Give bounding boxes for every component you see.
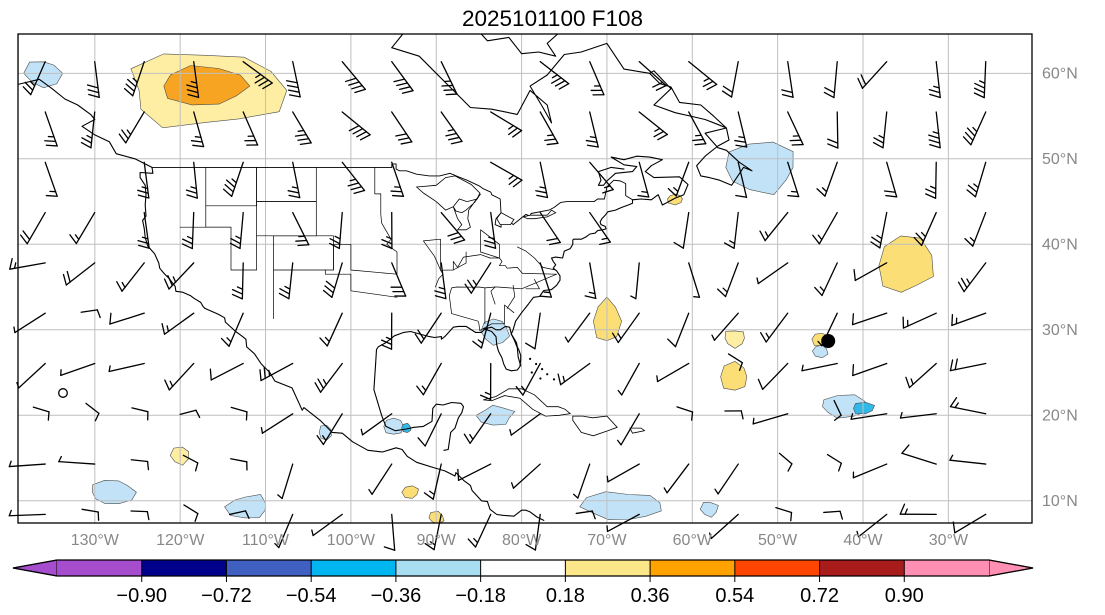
svg-text:90°W: 90°W	[417, 532, 457, 549]
svg-text:10°N: 10°N	[1042, 493, 1078, 510]
svg-text:130°W: 130°W	[71, 532, 120, 549]
svg-text:−0.18: −0.18	[455, 585, 506, 607]
svg-text:80°W: 80°W	[502, 532, 542, 549]
svg-text:60°W: 60°W	[673, 532, 713, 549]
svg-text:50°N: 50°N	[1042, 151, 1078, 168]
svg-text:−0.90: −0.90	[116, 585, 167, 607]
svg-text:−0.54: −0.54	[286, 585, 337, 607]
svg-text:30°N: 30°N	[1042, 322, 1078, 339]
svg-text:−0.36: −0.36	[371, 585, 422, 607]
svg-text:0.18: 0.18	[546, 585, 585, 607]
svg-text:0.36: 0.36	[631, 585, 670, 607]
svg-text:110°W: 110°W	[242, 532, 290, 549]
svg-text:40°W: 40°W	[843, 532, 883, 549]
svg-text:100°W: 100°W	[327, 532, 376, 549]
svg-text:50°W: 50°W	[758, 532, 798, 549]
svg-text:0.90: 0.90	[885, 585, 924, 607]
svg-text:0.54: 0.54	[715, 585, 754, 607]
svg-text:30°W: 30°W	[929, 532, 969, 549]
svg-text:60°N: 60°N	[1042, 65, 1078, 82]
svg-text:20°N: 20°N	[1042, 407, 1078, 424]
svg-text:0.72: 0.72	[800, 585, 839, 607]
svg-text:40°N: 40°N	[1042, 236, 1078, 253]
svg-text:70°W: 70°W	[587, 532, 627, 549]
svg-text:120°W: 120°W	[156, 532, 205, 549]
svg-text:−0.72: −0.72	[201, 585, 252, 607]
